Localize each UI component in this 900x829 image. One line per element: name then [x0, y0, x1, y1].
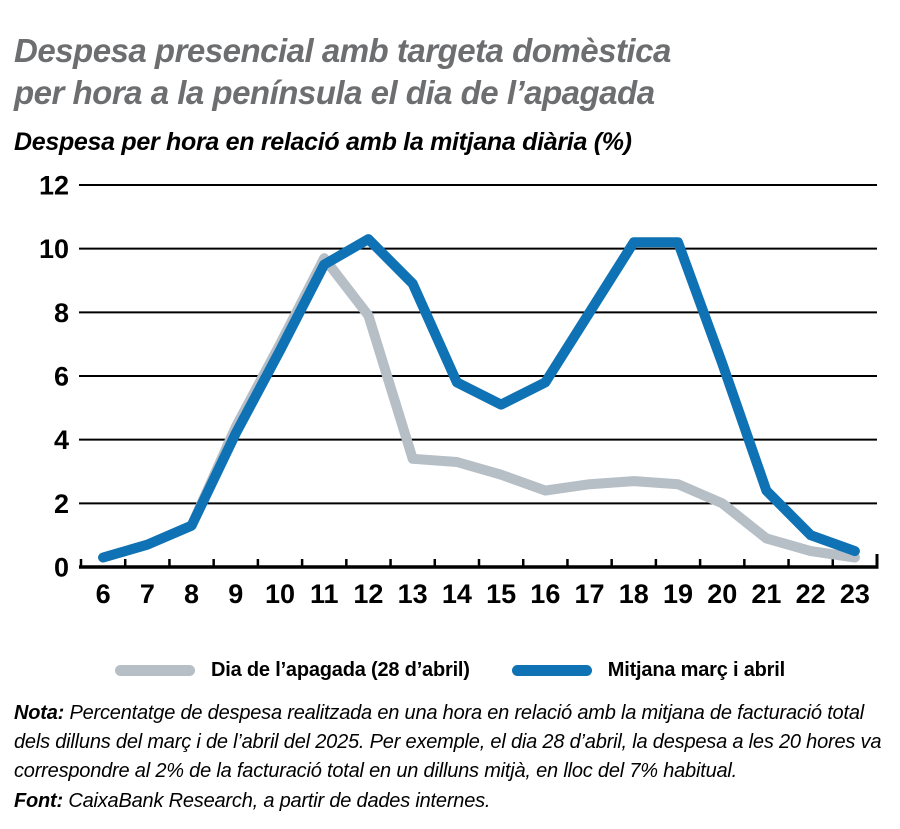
svg-text:13: 13 [398, 579, 428, 609]
svg-text:16: 16 [530, 579, 560, 609]
legend-item-apagada: Dia de l’apagada (28 d’abril) [115, 659, 470, 682]
footnotes: Nota: Percentatge de despesa realitzada … [14, 699, 886, 816]
svg-text:8: 8 [184, 579, 199, 609]
svg-text:0: 0 [54, 552, 69, 582]
svg-text:23: 23 [840, 579, 870, 609]
svg-text:22: 22 [796, 579, 826, 609]
svg-text:7: 7 [140, 579, 155, 609]
source-label: Font: [14, 789, 63, 812]
svg-text:18: 18 [619, 579, 649, 609]
legend-swatch-apagada [115, 665, 196, 677]
legend-label-mitjana: Mitjana març i abril [607, 659, 785, 682]
chart-title-line1: Despesa presencial amb targeta domèstica [14, 32, 671, 69]
svg-text:10: 10 [265, 579, 295, 609]
chart-title: Despesa presencial amb targeta domèstica… [14, 30, 886, 114]
chart-title-line2: per hora a la península el dia de l’apag… [14, 73, 655, 111]
svg-text:9: 9 [228, 579, 243, 609]
svg-text:11: 11 [310, 579, 339, 609]
svg-text:6: 6 [96, 579, 111, 609]
svg-text:15: 15 [486, 579, 516, 609]
svg-text:12: 12 [353, 579, 383, 609]
svg-text:8: 8 [54, 298, 69, 328]
svg-text:21: 21 [751, 579, 781, 609]
svg-text:2: 2 [54, 489, 69, 519]
legend-label-apagada: Dia de l’apagada (28 d’abril) [211, 659, 470, 682]
svg-text:19: 19 [663, 579, 693, 609]
svg-text:20: 20 [707, 579, 737, 609]
chart-subtitle: Despesa per hora en relació amb la mitja… [14, 127, 632, 156]
svg-text:10: 10 [39, 234, 69, 264]
svg-text:17: 17 [575, 579, 605, 609]
legend-item-mitjana: Mitjana març i abril [511, 659, 785, 682]
legend-swatch-mitjana [511, 665, 592, 677]
note-label: Nota: [14, 701, 65, 724]
note-text: Nota: Percentatge de despesa realitzada … [14, 701, 882, 782]
svg-text:4: 4 [54, 425, 69, 455]
svg-text:12: 12 [39, 170, 69, 200]
legend: Dia de l’apagada (28 d’abril) Mitjana ma… [14, 659, 886, 683]
svg-text:14: 14 [442, 579, 472, 609]
svg-text:6: 6 [54, 361, 69, 391]
source-text: Font: CaixaBank Research, a partir de da… [14, 789, 491, 812]
